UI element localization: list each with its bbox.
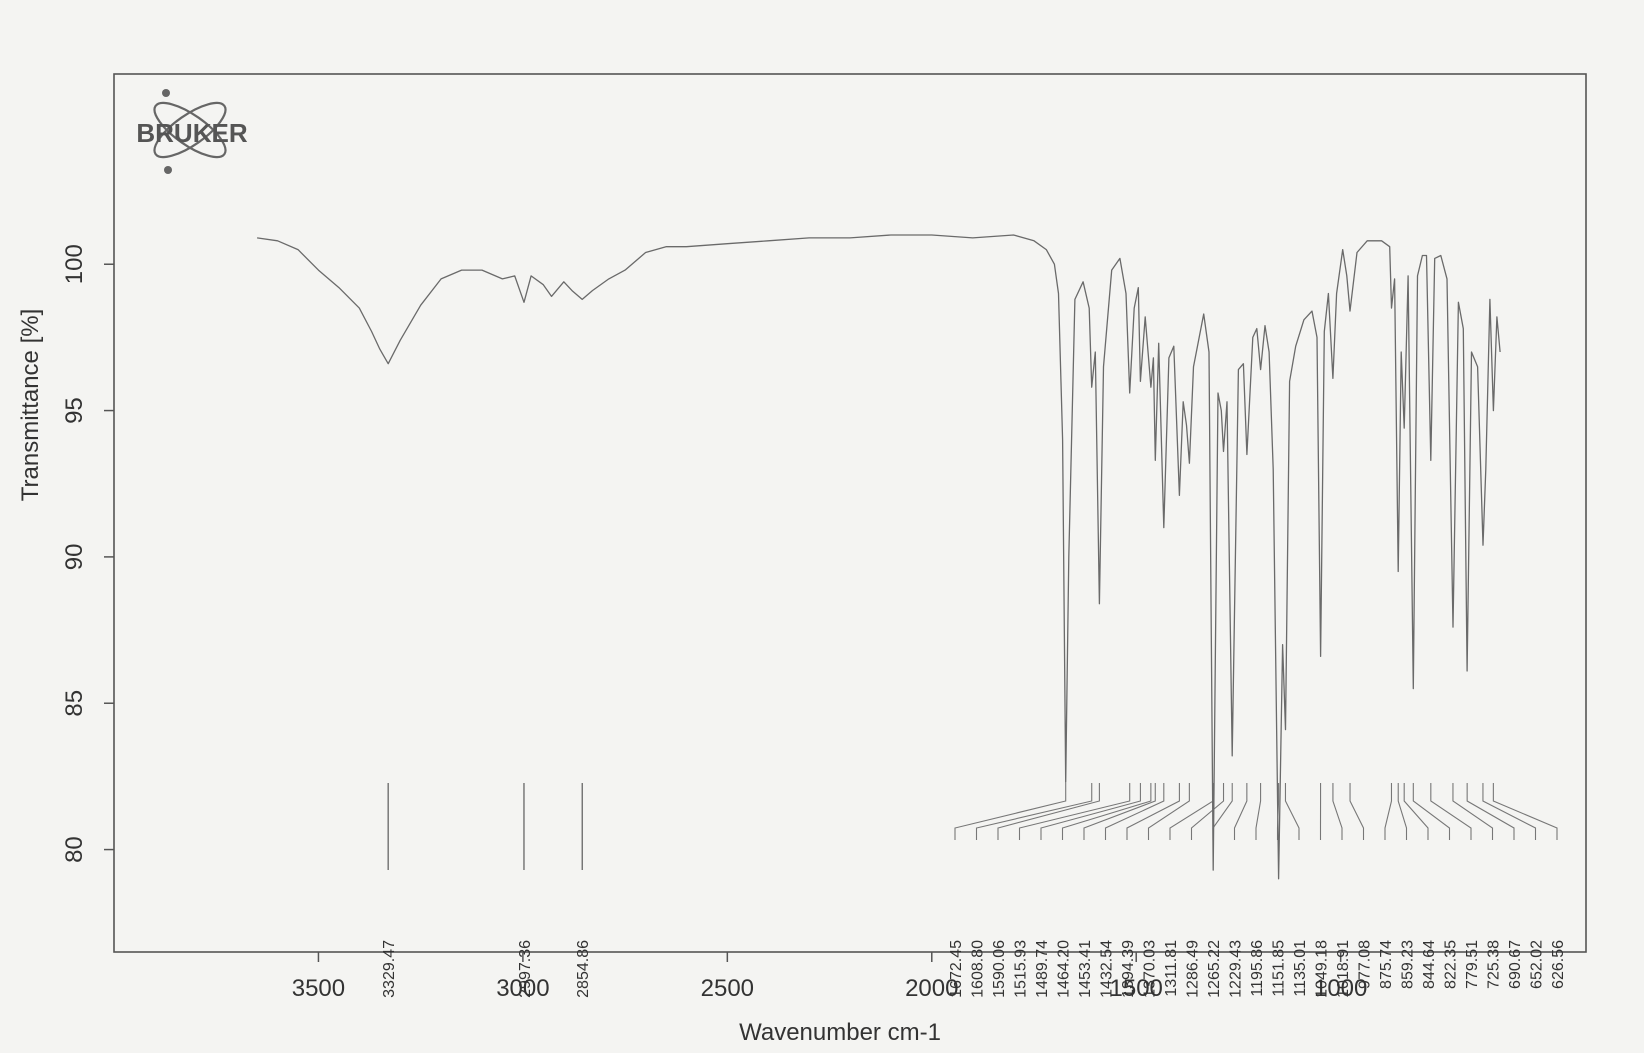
peak-label-9: 1453.41 (1077, 940, 1094, 998)
peak-label-31: 626.56 (1550, 940, 1567, 989)
peak-label-6: 1515.93 (1013, 940, 1030, 998)
x-tick-label-0: 3500 (292, 975, 345, 1002)
x-tick-label-2: 2500 (701, 975, 754, 1002)
x-axis-title: Wavenumber cm-1 (739, 1019, 941, 1046)
peak-marker-9 (1084, 783, 1155, 840)
peak-label-11: 1394.39 (1120, 940, 1137, 998)
peak-marker-28 (1453, 783, 1493, 840)
peak-label-10: 1432.54 (1099, 940, 1116, 998)
peak-label-29: 690.67 (1507, 940, 1524, 989)
spectrum-line (257, 235, 1500, 879)
y-tick-label-0: 100 (61, 244, 88, 284)
peak-marker-7 (1041, 783, 1140, 840)
peak-label-8: 1464.20 (1056, 940, 1073, 998)
peak-marker-4 (977, 783, 1092, 840)
peak-label-3: 1672.45 (948, 940, 965, 998)
peak-marker-22 (1350, 783, 1363, 840)
bruker-logo: BRUKER (136, 89, 247, 174)
peak-label-28: 725.38 (1486, 940, 1503, 989)
peak-label-4: 1608.80 (970, 940, 987, 998)
peak-label-25: 844.64 (1421, 940, 1438, 989)
peak-label-18: 1151.85 (1271, 940, 1288, 997)
peak-marker-23 (1385, 783, 1391, 840)
peak-marker-29 (1467, 783, 1514, 840)
peak-marker-6 (1020, 783, 1130, 840)
y-tick-label-1: 95 (61, 397, 88, 424)
y-tick-label-2: 90 (61, 544, 88, 571)
peak-marker-21 (1333, 783, 1342, 840)
peak-label-16: 1229.43 (1228, 940, 1245, 998)
peak-label-24: 859.23 (1400, 940, 1417, 989)
peak-marker-16 (1235, 783, 1247, 840)
peak-label-2: 2854.86 (575, 940, 592, 998)
peak-marker-17 (1256, 783, 1261, 840)
y-axis-title: Transmittance [%] (17, 309, 44, 502)
peak-label-23: 875.74 (1378, 940, 1395, 989)
peak-label-27: 779.51 (1464, 940, 1481, 989)
peak-label-21: 1018.91 (1335, 940, 1352, 998)
peak-label-1: 2997.36 (517, 940, 534, 998)
plot-frame (114, 74, 1586, 952)
peak-label-5: 1590.06 (991, 940, 1008, 998)
peak-label-30: 652.02 (1529, 940, 1546, 989)
y-tick-label-3: 85 (61, 690, 88, 717)
peak-marker-11 (1127, 783, 1179, 840)
peak-label-7: 1489.74 (1034, 940, 1051, 998)
peak-marker-25 (1404, 783, 1428, 840)
peak-marker-30 (1483, 783, 1536, 840)
peak-marker-26 (1413, 783, 1449, 840)
peak-label-19: 1135.01 (1292, 940, 1309, 997)
peak-label-12: 1370.03 (1142, 940, 1159, 998)
y-tick-label-4: 80 (61, 836, 88, 863)
peak-marker-27 (1431, 783, 1471, 840)
peak-label-15: 1265.22 (1206, 940, 1223, 998)
peak-label-20: 1049.18 (1314, 940, 1331, 998)
peak-label-26: 822.35 (1443, 940, 1460, 989)
peak-label-0: 3329.47 (381, 940, 398, 998)
peak-label-17: 1195.86 (1249, 940, 1266, 997)
peak-marker-8 (1063, 783, 1151, 840)
peak-label-13: 1311.81 (1163, 940, 1180, 997)
bruker-logo-text: BRUKER (136, 118, 247, 148)
peak-label-14: 1286.49 (1185, 940, 1202, 998)
peak-label-22: 977.08 (1357, 940, 1374, 989)
peak-marker-15 (1213, 783, 1232, 840)
peak-marker-19 (1285, 783, 1299, 840)
peak-marker-24 (1398, 783, 1406, 840)
peak-marker-12 (1149, 783, 1190, 840)
